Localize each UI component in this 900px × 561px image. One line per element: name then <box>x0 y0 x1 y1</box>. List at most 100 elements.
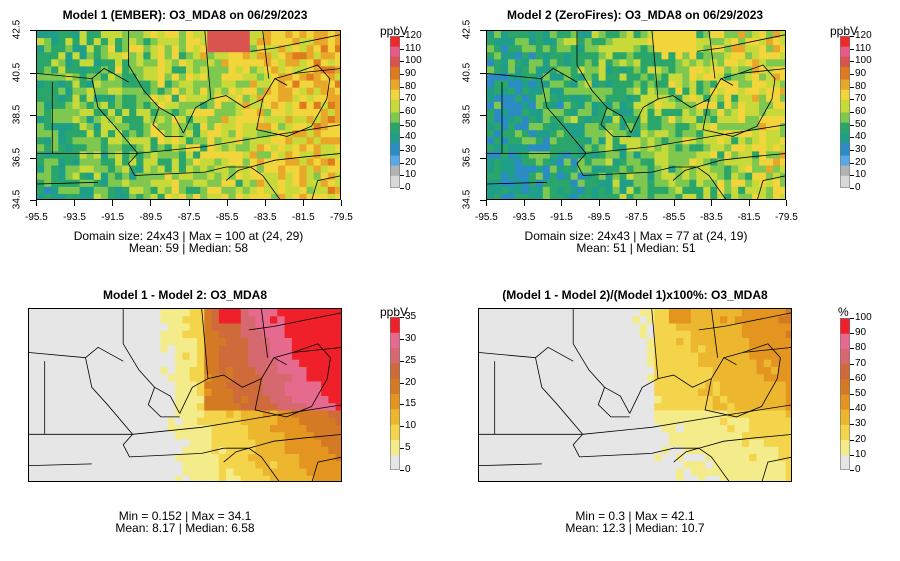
state-boundary <box>479 463 542 466</box>
legend-colorbar <box>840 36 850 189</box>
legend-tick-label: 70 <box>855 357 867 369</box>
state-boundary <box>210 78 288 108</box>
legend-tick-label: 50 <box>855 118 867 130</box>
map-plot <box>28 308 342 482</box>
state-boundary <box>223 447 280 481</box>
legend-tick-label: 70 <box>405 93 417 105</box>
state-boundary <box>85 357 134 458</box>
x-tick-mark <box>673 200 675 206</box>
state-boundary <box>207 357 287 388</box>
y-tick-label: 40.5 <box>461 62 473 82</box>
state-boundary <box>262 31 270 79</box>
legend-tick-mark <box>400 360 404 362</box>
state-boundary <box>137 124 340 154</box>
x-tick-mark <box>264 200 266 206</box>
x-tick-label: -83.5 <box>253 212 277 223</box>
map-raster <box>479 309 791 481</box>
legend-tick-mark <box>400 338 404 340</box>
legend-tick-mark <box>850 363 854 365</box>
x-tick-label: -85.5 <box>215 212 239 223</box>
y-tick-mark <box>30 72 36 74</box>
panel-title: Model 1 (EMBER): O3_MDA8 on 06/29/2023 <box>62 8 308 22</box>
legend-tick-mark <box>850 470 854 471</box>
state-boundary <box>487 181 548 185</box>
legend-unit: ppbV <box>380 305 409 319</box>
legend-tick-mark <box>400 188 404 189</box>
x-tick-label: -91.5 <box>101 212 125 223</box>
state-boundary <box>761 456 791 481</box>
legend-tick-mark <box>850 124 854 126</box>
y-tick-mark <box>480 115 486 116</box>
legend-tick-label: 30 <box>405 332 417 344</box>
state-boundary <box>572 309 630 418</box>
y-tick-mark <box>480 157 486 159</box>
state-boundary <box>720 64 776 100</box>
legend-tick-mark <box>400 137 404 139</box>
x-tick-mark <box>636 200 637 206</box>
color-legend <box>840 36 850 189</box>
map-raster <box>37 31 340 199</box>
legend-tick-label: 10 <box>855 169 867 181</box>
x-tick-mark <box>74 200 76 206</box>
legend-tick-mark <box>850 175 854 177</box>
legend-tick-label: 50 <box>405 118 417 130</box>
y-tick-label: 34.5 <box>11 189 23 210</box>
x-tick-mark <box>341 200 342 206</box>
legend-tick-label: 120 <box>405 30 422 41</box>
state-boundary <box>585 124 785 154</box>
state-boundary <box>183 31 212 134</box>
legend-tick-label: 60 <box>855 106 867 117</box>
x-tick-label: -81.5 <box>291 212 315 223</box>
panel-title: (Model 1 - Model 2)/(Model 1)x100%: O3_M… <box>502 288 768 302</box>
legend-colorbar <box>840 318 850 471</box>
stats-line-2: Mean: 51 | Median: 51 <box>576 241 696 255</box>
legend-tick-mark <box>850 409 854 411</box>
y-tick-mark <box>30 200 36 201</box>
legend-tick-label: 20 <box>855 433 867 445</box>
state-boundary <box>673 447 730 481</box>
legend-tick-label: 20 <box>405 156 417 168</box>
legend-tick-label: 15 <box>405 398 417 410</box>
legend-tick-label: 100 <box>855 312 872 323</box>
x-tick-mark <box>561 200 562 206</box>
legend-tick-mark <box>400 61 404 63</box>
legend-tick-label: 80 <box>855 80 867 92</box>
legend-tick-mark <box>850 318 854 319</box>
y-tick-mark <box>480 200 486 201</box>
legend-tick-mark <box>850 112 854 113</box>
legend-tick-label: 0 <box>405 464 411 475</box>
color-legend <box>840 318 850 471</box>
y-tick-mark <box>30 115 36 116</box>
legend-tick-label: 40 <box>855 403 867 415</box>
state-boundary <box>29 463 92 466</box>
y-tick-mark <box>30 157 36 159</box>
state-boundary <box>540 78 587 176</box>
state-boundary <box>487 67 578 83</box>
stats-line-2: Mean: 8.17 | Median: 6.58 <box>115 521 255 535</box>
map-plot <box>486 30 786 200</box>
legend-tick-mark <box>400 404 404 406</box>
legend-tick-label: 40 <box>405 131 417 143</box>
stats-line-1: Min = 0.152 | Max = 34.1 <box>118 509 252 523</box>
y-tick-label: 42.5 <box>11 19 23 40</box>
legend-tick-mark <box>400 470 404 471</box>
state-boundary <box>37 67 129 83</box>
state-boundary <box>37 181 99 185</box>
map-plot <box>478 308 792 482</box>
state-boundary <box>708 31 716 79</box>
x-tick-label: -93.5 <box>512 212 536 223</box>
state-boundary <box>91 78 139 176</box>
state-boundary <box>535 357 584 458</box>
legend-tick-mark <box>850 61 854 63</box>
state-boundary <box>630 31 659 134</box>
state-boundary <box>273 343 331 379</box>
y-tick-mark <box>30 30 36 31</box>
x-tick-mark <box>786 200 787 206</box>
state-boundary <box>293 68 340 74</box>
state-boundary <box>311 175 340 199</box>
legend-tick-mark <box>850 333 854 335</box>
legend-tick-label: 30 <box>855 144 867 155</box>
legend-tick-mark <box>400 86 404 88</box>
legend-tick-mark <box>850 454 854 456</box>
map-raster <box>29 309 341 481</box>
